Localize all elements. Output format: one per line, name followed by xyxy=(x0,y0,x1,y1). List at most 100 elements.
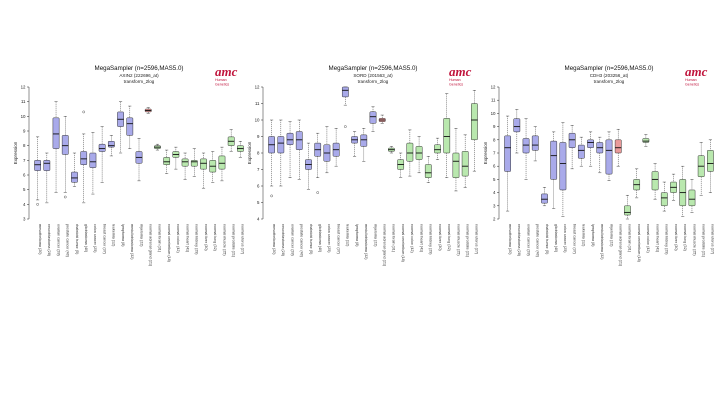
x-category-label: normal colon (42) xyxy=(646,224,650,253)
chart-subtitle-probe: CDH3 (203256_at) xyxy=(590,73,629,78)
box-body xyxy=(452,152,460,178)
box-15: normal cerebellum (18) xyxy=(397,152,405,262)
y-tick-label: 4 xyxy=(493,190,496,195)
box-12: myeloma (22) xyxy=(369,106,377,247)
x-category-label: normal liver (30) xyxy=(438,224,442,251)
x-category-label: ovarian cancer (28) xyxy=(290,224,294,256)
box-body xyxy=(587,139,594,148)
box-15: normal cerebellum (18) xyxy=(633,168,641,262)
box-9: leukemia (12) xyxy=(341,86,350,246)
box-20: normal lung (32) xyxy=(679,165,687,251)
box-body xyxy=(295,131,303,150)
box-12: myeloma (22) xyxy=(605,131,613,247)
box-2: neuroblastoma (28) xyxy=(277,119,285,256)
box-16: normal colon (42) xyxy=(642,134,650,253)
box-body xyxy=(126,117,134,136)
y-tick-label: 2 xyxy=(493,217,496,222)
x-category-label: normal adrenal gland (21) xyxy=(383,224,387,266)
y-tick-label: 9 xyxy=(23,129,26,134)
box-6: glioblastoma (40) xyxy=(80,110,88,252)
box-7: colon cancer (25) xyxy=(559,122,567,253)
x-category-label: normal kidney (29) xyxy=(429,224,433,255)
y-tick-label: 10 xyxy=(21,114,26,119)
x-category-label: normal lung (32) xyxy=(447,224,451,251)
box-body xyxy=(513,118,521,133)
box-body xyxy=(531,135,539,151)
x-category-label: leukemia (12) xyxy=(582,224,586,246)
chart-title: MegaSampler (n=2596,MAS5.0) xyxy=(565,65,654,72)
x-category-label: myeloma (22) xyxy=(373,224,377,247)
box-body xyxy=(277,136,285,154)
box-4: prostate cancer (40) xyxy=(295,119,304,257)
box-8: breast cancer (37) xyxy=(568,125,576,254)
box-3: ovarian cancer (28) xyxy=(522,118,530,256)
y-tick-label: 4 xyxy=(23,202,26,207)
box-4: prostate cancer (40) xyxy=(531,126,540,257)
x-category-label: leukemia (12) xyxy=(346,224,350,246)
x-category-label: normal cerebellum (18) xyxy=(637,224,641,262)
box-body xyxy=(577,144,585,159)
box-body xyxy=(190,160,198,167)
box-body xyxy=(286,132,294,145)
box-19: normal liver (30) xyxy=(200,152,208,251)
x-category-label: breast cancer (37) xyxy=(102,224,106,254)
x-category-label: normal muscle (25) xyxy=(222,224,226,256)
x-category-label: ovarian cancer (28) xyxy=(56,224,60,256)
box-body xyxy=(605,139,613,175)
x-category-label: neuroblastoma (28) xyxy=(47,224,51,256)
chart-subtitle-probe: SORD (201563_at) xyxy=(353,73,393,78)
chart-subtitle-probe: AXIN2 (222696_at) xyxy=(119,73,159,78)
y-axis-label: Expression xyxy=(247,141,252,164)
x-category-label: normal uterus (27) xyxy=(241,224,245,254)
outlier-point xyxy=(36,203,39,206)
amc-logo-line2: Genetics xyxy=(215,83,229,87)
box-20: normal lung (32) xyxy=(209,151,217,251)
box-9: leukemia (12) xyxy=(577,136,586,246)
box-22: normal prostate (21) xyxy=(697,142,705,257)
y-tick-label: 7 xyxy=(493,151,496,156)
x-category-label: normal lung (32) xyxy=(213,224,217,251)
box-13: normal adrenal gland (21) xyxy=(144,107,153,266)
box-body xyxy=(406,142,414,162)
box-18: normal kidney (29) xyxy=(190,148,199,255)
box-21: normal muscle (25) xyxy=(452,128,460,256)
x-category-label: medulloblastoma (32) xyxy=(364,224,368,259)
x-category-label: glioblastoma (40) xyxy=(554,224,558,252)
x-category-label: ovarian cancer (28) xyxy=(526,224,530,256)
x-category-label: normal kidney (29) xyxy=(665,224,669,255)
box-10: lymphoma (8) xyxy=(351,131,359,247)
box-19: normal liver (30) xyxy=(670,173,678,251)
outlier-point xyxy=(316,191,319,194)
x-category-label: myeloma (22) xyxy=(139,224,143,247)
chart-panel-3: MegaSampler (n=2596,MAS5.0)CDH3 (203256_… xyxy=(483,64,715,266)
y-tick-label: 7 xyxy=(257,167,260,172)
box-23: normal uterus (27) xyxy=(707,139,715,254)
box-21: normal muscle (25) xyxy=(218,146,226,256)
box-11: medulloblastoma (32) xyxy=(596,136,604,259)
x-category-label: normal brain (31) xyxy=(158,224,162,252)
y-tick-label: 9 xyxy=(493,124,496,129)
box-body xyxy=(200,158,207,170)
box-body xyxy=(461,151,469,177)
box-body xyxy=(471,103,478,141)
box-13: normal adrenal gland (21) xyxy=(378,114,387,266)
y-tick-label: 8 xyxy=(23,143,26,148)
y-tick-label: 6 xyxy=(23,173,26,178)
box-23: normal uterus (27) xyxy=(237,141,245,254)
chart-title: MegaSampler (n=2596,MAS5.0) xyxy=(329,65,418,72)
amc-logo-line1: Human xyxy=(449,78,461,82)
x-category-label: normal uterus (27) xyxy=(711,224,715,254)
x-category-label: normal adrenal gland (21) xyxy=(619,224,623,266)
x-category-label: normal cerebellum (18) xyxy=(401,224,405,262)
box-17: normal heart (41) xyxy=(651,163,659,252)
box-10: lymphoma (8) xyxy=(587,131,595,247)
box-9: leukemia (12) xyxy=(107,135,116,246)
chart-panel-1: MegaSampler (n=2596,MAS5.0)AXIN2 (222696… xyxy=(13,64,245,266)
x-category-label: medulloblastoma (32) xyxy=(130,224,134,259)
box-2: neuroblastoma (28) xyxy=(43,152,51,256)
box-body xyxy=(504,135,511,172)
box-body xyxy=(624,205,631,216)
box-body xyxy=(443,118,451,154)
y-tick-label: 11 xyxy=(255,101,260,106)
